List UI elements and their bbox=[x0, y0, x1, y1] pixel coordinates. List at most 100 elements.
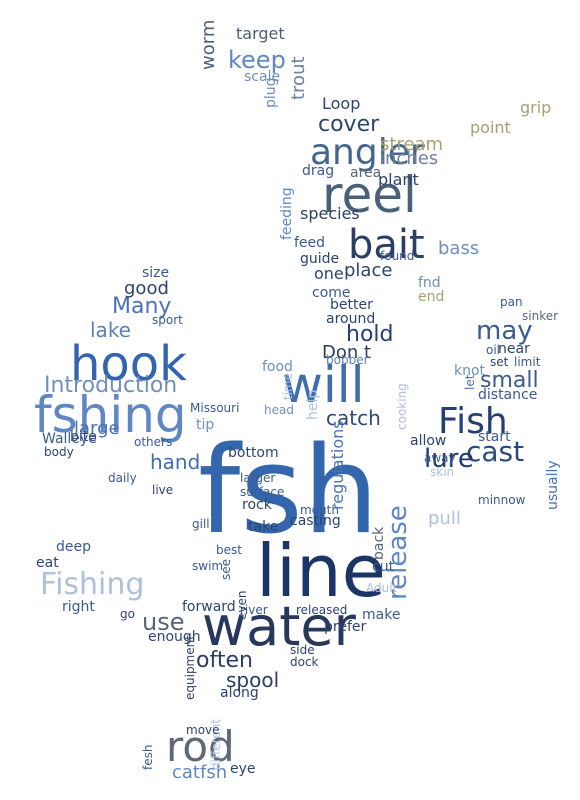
word-lake: lake bbox=[90, 318, 131, 342]
word-rod: rod bbox=[166, 722, 235, 771]
word-bottom: bottom bbox=[228, 445, 279, 461]
word-away: away bbox=[424, 451, 456, 465]
word-live: live bbox=[152, 483, 174, 497]
word-trout: trout bbox=[288, 56, 309, 100]
word-end: end bbox=[418, 289, 445, 305]
word-sinker: sinker bbox=[522, 309, 559, 323]
word-point: point bbox=[470, 118, 511, 137]
word-cast: cast bbox=[466, 435, 525, 468]
word-line: line bbox=[256, 529, 386, 613]
word-catfsh: catfsh bbox=[172, 762, 228, 783]
word-fnd: fnd bbox=[418, 275, 441, 291]
word-enough: enough bbox=[148, 629, 201, 645]
word-adult: Adult bbox=[366, 581, 398, 595]
word-better: better bbox=[330, 297, 373, 313]
word-limit: limit bbox=[514, 355, 541, 369]
word-deep: deep bbox=[56, 539, 91, 555]
word-fshing: fshing bbox=[34, 386, 187, 444]
word-distance: distance bbox=[478, 387, 538, 403]
word-dont: Don t bbox=[322, 342, 372, 363]
word-found: found bbox=[380, 249, 415, 263]
word-near: near bbox=[498, 341, 530, 357]
word-use: use bbox=[142, 608, 185, 636]
word-casting: casting bbox=[290, 513, 341, 529]
word-see: see bbox=[219, 558, 233, 580]
word-plant: plant bbox=[378, 170, 419, 189]
word-knot: knot bbox=[454, 363, 486, 379]
word-one: one bbox=[314, 264, 344, 283]
word-large: large bbox=[74, 418, 120, 439]
word-drag: drag bbox=[302, 163, 335, 179]
word-eat: eat bbox=[36, 555, 59, 571]
word-gill: gill bbox=[192, 517, 210, 531]
word-cut: cut bbox=[372, 559, 395, 575]
word-daily: daily bbox=[108, 471, 137, 485]
word-skin: skin bbox=[430, 465, 455, 479]
word-come: come bbox=[312, 285, 351, 301]
word-swim: swim bbox=[192, 559, 224, 573]
word-time: time bbox=[281, 372, 295, 400]
word-allow: allow bbox=[410, 433, 447, 449]
word-sport: sport bbox=[152, 313, 183, 327]
word-regulations: regulations bbox=[328, 420, 347, 510]
word-around: around bbox=[326, 311, 376, 327]
word-prefer: prefer bbox=[324, 619, 367, 635]
word-fish: Fish bbox=[438, 401, 508, 442]
word-loop: Loop bbox=[322, 94, 361, 113]
word-mouth: mouth bbox=[300, 503, 339, 517]
word-bait: bait bbox=[348, 222, 425, 268]
word-move: move bbox=[186, 723, 220, 737]
word-minnow: minnow bbox=[478, 493, 526, 507]
word-angler: angler bbox=[310, 132, 425, 173]
word-let: let bbox=[463, 374, 477, 390]
word-even: even bbox=[235, 590, 249, 620]
word-usually: usually bbox=[545, 460, 561, 510]
word-place: place bbox=[344, 260, 393, 281]
word-will: will bbox=[282, 356, 365, 414]
word-feed: feed bbox=[294, 235, 326, 251]
word-hook: hook bbox=[70, 336, 187, 392]
word-often: often bbox=[196, 648, 253, 673]
word-keep: keep bbox=[228, 46, 286, 74]
word-bite: bite bbox=[70, 429, 97, 445]
word-body: body bbox=[44, 445, 74, 459]
word-bass: bass bbox=[438, 238, 480, 259]
word-cover: cover bbox=[318, 112, 380, 137]
word-bobber: bobber bbox=[326, 353, 369, 367]
word-lure: lure bbox=[424, 444, 474, 474]
word-scale: scale bbox=[244, 69, 281, 85]
word-feeding: feeding bbox=[279, 187, 295, 240]
word-target: target bbox=[236, 24, 285, 43]
word-make: make bbox=[362, 607, 401, 623]
word-may: may bbox=[476, 316, 533, 346]
word-go: go bbox=[120, 607, 135, 621]
word-pan: pan bbox=[500, 295, 523, 309]
word-walleye: Walleye bbox=[42, 431, 97, 447]
word-introduction: Introduction bbox=[44, 373, 178, 398]
word-area: area bbox=[350, 165, 382, 181]
word-tip: tip bbox=[196, 417, 215, 433]
word-cooking: cooking bbox=[395, 383, 409, 430]
word-hold: hold bbox=[346, 322, 394, 347]
word-spool: spool bbox=[226, 668, 280, 692]
word-oil: oil bbox=[486, 343, 501, 357]
word-food: food bbox=[262, 359, 293, 375]
word-worm: worm bbox=[198, 19, 219, 70]
word-start: start bbox=[478, 429, 511, 445]
word-missouri: Missouri bbox=[190, 401, 240, 415]
word-catch: catch bbox=[326, 406, 381, 430]
word-pull: pull bbox=[428, 508, 461, 529]
word-many: Many bbox=[112, 294, 172, 319]
word-grip: grip bbox=[520, 98, 552, 117]
word-hand: hand bbox=[150, 450, 201, 474]
word-right: right bbox=[62, 599, 95, 615]
word-forward: forward bbox=[182, 599, 236, 615]
word-reel: reel bbox=[322, 166, 417, 224]
word-small: small bbox=[480, 368, 539, 393]
word-head: head bbox=[264, 403, 294, 417]
word-stream: stream bbox=[380, 134, 444, 155]
word-size: size bbox=[142, 265, 170, 281]
word-river: river bbox=[240, 603, 268, 617]
word-inches: inches bbox=[380, 148, 439, 169]
